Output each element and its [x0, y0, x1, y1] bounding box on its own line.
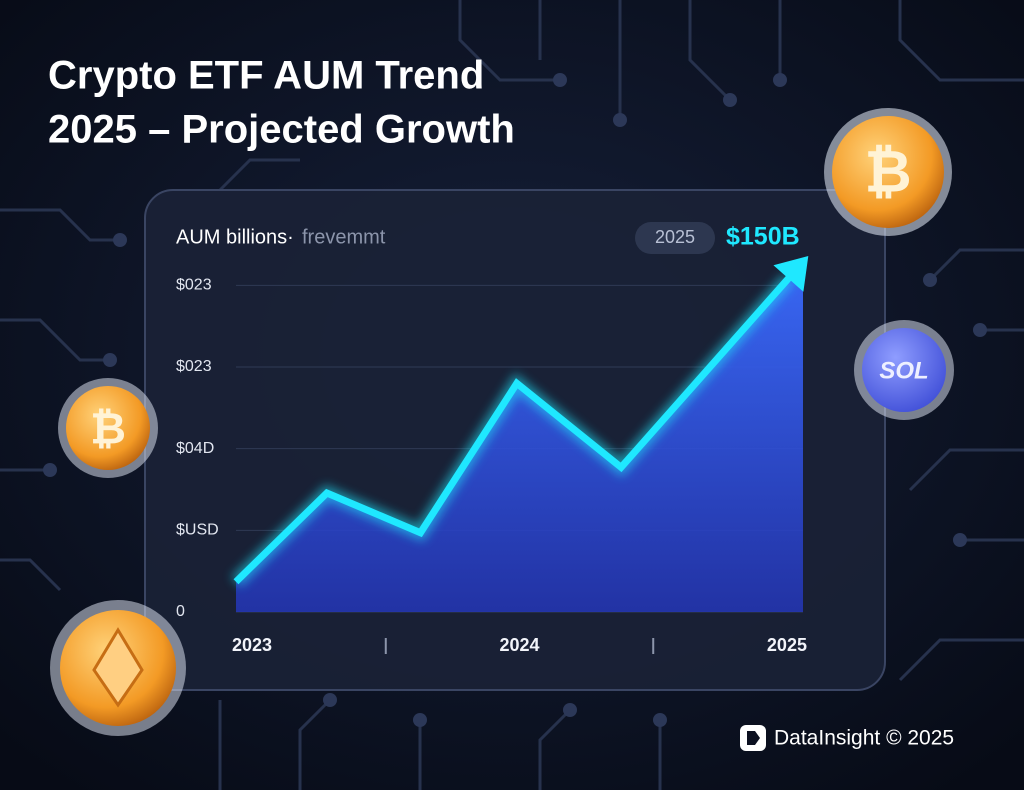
coin-bitcoin-small: ₿	[58, 378, 158, 478]
x-tick-label: 2023	[232, 635, 272, 655]
coin-symbol: ₿	[90, 405, 126, 454]
y-tick-label: $USD	[176, 522, 219, 539]
area	[236, 262, 803, 612]
coin	[862, 328, 946, 412]
callout-badge	[635, 222, 715, 254]
arrowhead	[773, 256, 809, 292]
x-tick-label: 2024	[499, 635, 539, 655]
x-tick-label: 2025	[767, 635, 807, 655]
footer: DataInsight © 2025	[774, 727, 954, 750]
subtitle: frevemmt	[302, 226, 386, 248]
y-tick-label: $04D	[176, 440, 214, 457]
circuit-nodes	[43, 73, 987, 727]
callout-year: 2025	[655, 227, 695, 247]
footer-logo-mark	[747, 731, 760, 745]
coin	[832, 116, 944, 228]
coin-ethereum	[50, 600, 186, 736]
title: Crypto ETF AUM Trend	[48, 54, 484, 98]
coin	[66, 386, 150, 470]
coin-bitcoin-large: ₿	[824, 108, 952, 236]
eth-icon	[92, 627, 144, 708]
coin-symbol: ₿	[864, 139, 911, 204]
plot: $023 $023 $04D $USD 0 2023 2024 2025	[176, 256, 809, 655]
y-tick-label: $023	[176, 277, 212, 294]
y-tick-label: 0	[176, 603, 185, 620]
coin-symbol: SOL	[879, 357, 928, 384]
y-tick-label: $023	[176, 358, 212, 375]
y-axis-label: AUM billions·	[176, 226, 294, 248]
callout-value: $150B	[726, 223, 800, 251]
coin-solana: SOL	[854, 320, 954, 420]
title: 2025 – Projected Growth	[48, 108, 515, 152]
line	[233, 259, 806, 585]
